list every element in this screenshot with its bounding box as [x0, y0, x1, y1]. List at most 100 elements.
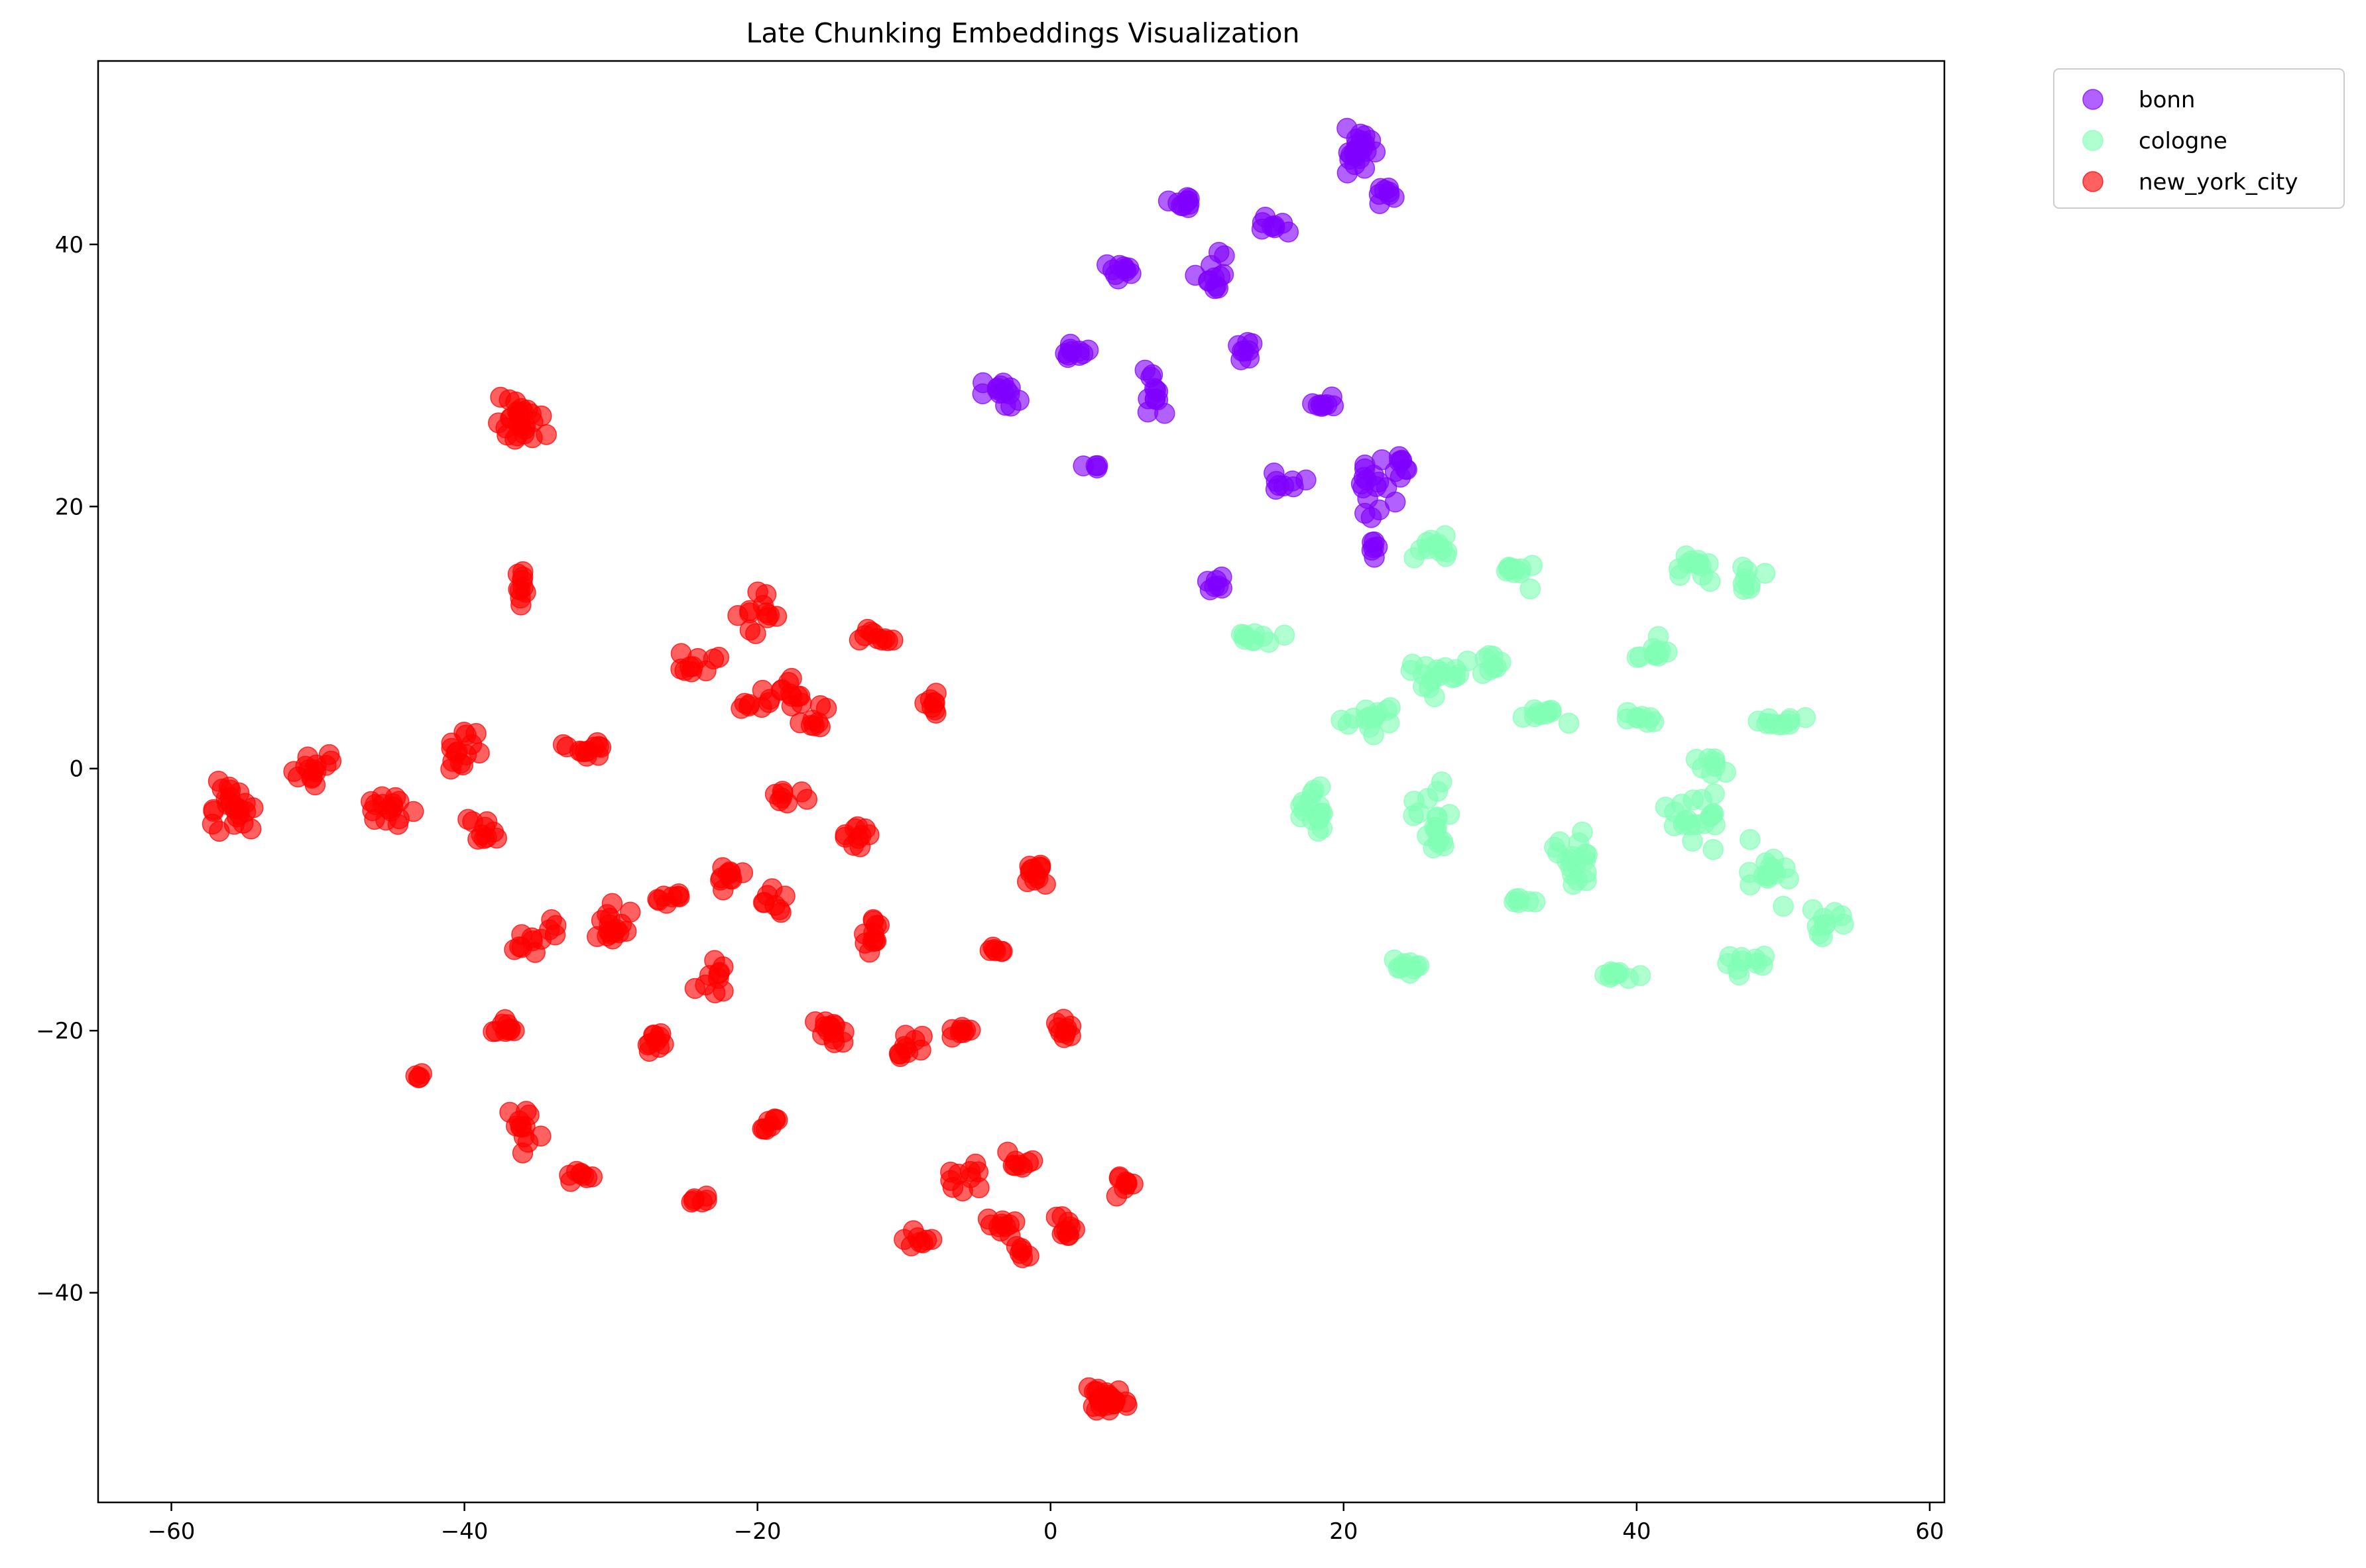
- cologne-point: [1779, 714, 1801, 735]
- y-tick-label: 20: [55, 494, 84, 520]
- new-york-city-point: [772, 783, 794, 805]
- new-york-city-point: [1020, 862, 1041, 883]
- cologne-point: [1427, 832, 1449, 854]
- cologne-point: [1337, 714, 1359, 735]
- cologne-point: [1549, 831, 1570, 853]
- legend-label-cologne: cologne: [2139, 128, 2227, 154]
- cologne-point: [1626, 707, 1647, 728]
- new-york-city-point: [965, 1153, 986, 1175]
- new-york-city-point: [680, 656, 701, 677]
- new-york-city-point: [781, 695, 803, 716]
- x-tick-label: −20: [734, 1518, 782, 1545]
- cologne-point: [1702, 839, 1724, 860]
- cologne-point: [1427, 533, 1449, 555]
- cologne-point: [1363, 707, 1385, 729]
- new-york-city-point: [506, 425, 528, 447]
- new-york-city-point: [597, 904, 618, 925]
- new-york-city-point: [1106, 1186, 1128, 1207]
- new-york-city-point: [868, 915, 890, 936]
- bonn-point: [1118, 257, 1140, 279]
- new-york-city-point: [1035, 873, 1056, 895]
- bonn-point: [1061, 341, 1083, 363]
- cologne-point: [1669, 565, 1690, 586]
- bonn-point: [1356, 469, 1378, 490]
- new-york-city-point: [318, 744, 340, 765]
- cologne-point: [1403, 791, 1425, 812]
- new-york-city-point: [770, 679, 792, 701]
- bonn-point: [1154, 403, 1175, 424]
- x-tick-label: 20: [1329, 1518, 1358, 1545]
- new-york-city-point: [1060, 1015, 1082, 1037]
- bonn-point: [1368, 184, 1390, 205]
- bonn-point: [1206, 275, 1227, 297]
- new-york-city-point: [304, 774, 326, 796]
- new-york-city-point: [411, 1063, 432, 1084]
- new-york-city-point: [388, 791, 410, 812]
- legend-box: [2053, 68, 2345, 209]
- new-york-city-point: [653, 885, 674, 907]
- cologne-point: [1519, 578, 1541, 600]
- new-york-city-point: [469, 742, 490, 764]
- new-york-city-point: [457, 809, 479, 830]
- new-york-city-point: [504, 939, 525, 960]
- x-tick-label: −40: [441, 1518, 489, 1545]
- cologne-point: [1687, 549, 1709, 571]
- bonn-point: [1185, 264, 1206, 286]
- new-york-city-point: [857, 618, 878, 640]
- new-york-city-point: [649, 1027, 670, 1048]
- new-york-city-point: [855, 932, 876, 954]
- cologne-point: [1704, 748, 1726, 769]
- chart-title: Late Chunking Embeddings Visualization: [746, 17, 1300, 49]
- cologne-point: [1699, 571, 1721, 592]
- bonn-point: [1357, 488, 1378, 509]
- x-tick-label: 0: [1043, 1518, 1058, 1545]
- new-york-city-point: [921, 1229, 943, 1250]
- legend-marker-cologne: [2082, 130, 2103, 151]
- bonn-point: [1157, 190, 1179, 211]
- new-york-city-point: [512, 561, 534, 583]
- bonn-point: [1384, 491, 1406, 513]
- bonn-point: [1201, 254, 1222, 276]
- cologne-point: [1683, 789, 1704, 811]
- cologne-point: [1558, 712, 1580, 734]
- y-tick-label: 0: [69, 756, 84, 783]
- cologne-point: [1427, 781, 1449, 802]
- cologne-point: [1740, 874, 1761, 896]
- bonn-point: [1336, 117, 1358, 139]
- legend-marker-bonn: [2082, 89, 2103, 110]
- x-tick-label: 40: [1622, 1518, 1651, 1545]
- new-york-city-point: [207, 771, 229, 792]
- x-tick-label: −60: [148, 1518, 196, 1545]
- cologne-point: [1757, 868, 1779, 889]
- new-york-city-point: [756, 885, 778, 906]
- new-york-city-point: [703, 648, 725, 670]
- new-york-city-point: [1104, 1390, 1126, 1412]
- legend-marker-new-york-city: [2082, 171, 2103, 192]
- cologne-point: [1812, 907, 1834, 929]
- new-york-city-point: [721, 868, 742, 890]
- cologne-point: [1556, 850, 1578, 871]
- points-layer: [202, 117, 1854, 1421]
- new-york-city-point: [969, 1177, 990, 1199]
- plot-frame: [97, 60, 1946, 1504]
- legend: bonn cologne new_york_city: [2053, 68, 2345, 209]
- new-york-city-point: [510, 1116, 532, 1138]
- new-york-city-point: [877, 630, 898, 651]
- bonn-point: [1363, 537, 1384, 559]
- new-york-city-point: [1018, 1152, 1039, 1174]
- bonn-point: [1238, 347, 1260, 369]
- new-york-city-point: [889, 1043, 911, 1065]
- bonn-point: [1252, 212, 1273, 233]
- new-york-city-point: [796, 789, 818, 810]
- bonn-point: [1307, 395, 1329, 416]
- bonn-point: [1272, 213, 1293, 234]
- new-york-city-point: [684, 978, 706, 999]
- new-york-city-point: [992, 940, 1013, 962]
- cologne-point: [1754, 563, 1776, 584]
- new-york-city-point: [731, 698, 752, 719]
- new-york-city-point: [217, 794, 238, 815]
- new-york-city-point: [850, 825, 872, 846]
- bonn-point: [1178, 194, 1200, 215]
- new-york-city-point: [739, 602, 760, 624]
